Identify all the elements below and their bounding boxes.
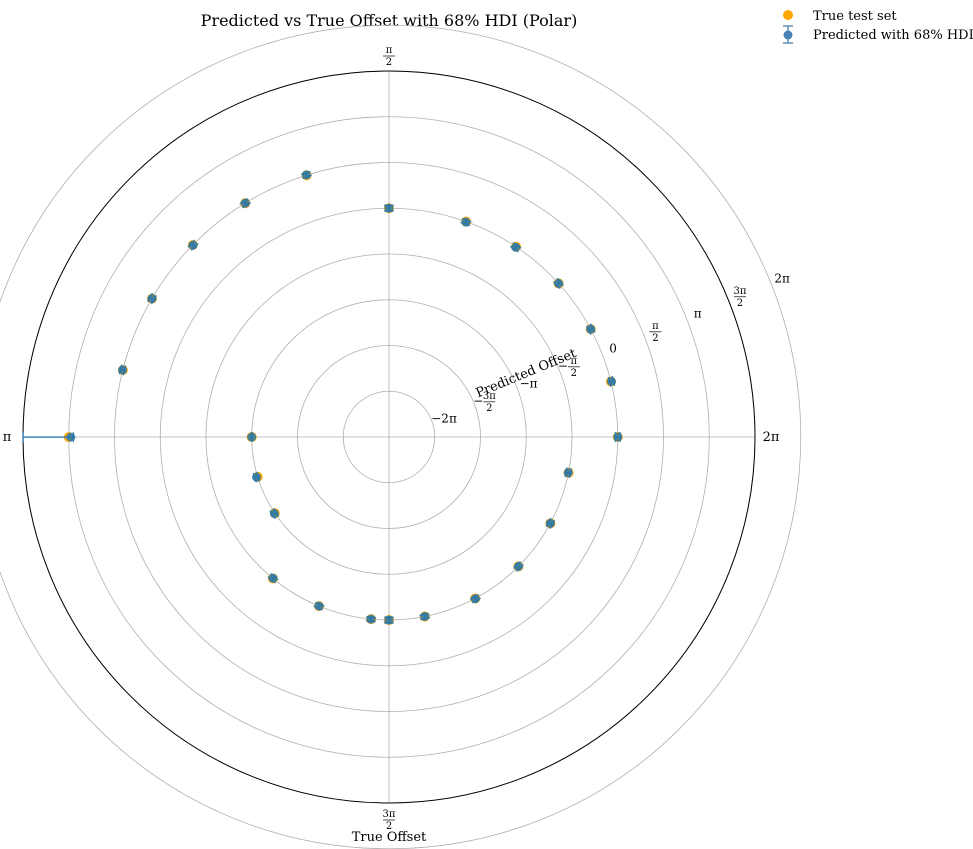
svg-text:2: 2 [486, 403, 492, 414]
predicted-point-14 [251, 471, 261, 483]
predicted-point-17 [313, 601, 325, 611]
svg-text:π: π [652, 321, 659, 332]
svg-text:π: π [386, 45, 393, 56]
r-tick-label-7: 3π2 [733, 286, 746, 309]
predicted-point-18 [365, 614, 377, 624]
svg-text:3π: 3π [733, 286, 746, 297]
predicted-point-22 [513, 560, 524, 572]
svg-text:−π: −π [520, 376, 538, 390]
chart-title: Predicted vs True Offset with 68% HDI (P… [201, 11, 578, 30]
predicted-series [22, 170, 623, 625]
r-tick-label-5: π2 [649, 321, 662, 344]
predicted-point-21 [469, 593, 482, 604]
predicted-point-13 [247, 432, 257, 443]
predicted-point-11 [118, 364, 128, 376]
svg-text:π: π [3, 430, 12, 445]
true-test-set-series [63, 170, 623, 626]
predicted-point-10 [146, 292, 158, 305]
predicted-point-8 [239, 198, 252, 209]
predicted-point-20 [419, 612, 431, 622]
svg-text:−2π: −2π [431, 411, 457, 425]
svg-text:−: − [558, 359, 568, 373]
svg-text:π: π [571, 356, 578, 367]
theta-tick-label-1: π2 [382, 45, 395, 68]
svg-text:0: 0 [609, 341, 617, 355]
r-tick-label-3: − π2 [558, 356, 580, 379]
r-tick-label-4: 0 [609, 341, 617, 355]
predicted-point-9 [187, 239, 199, 251]
legend: True test set Predicted with 68% HDI [783, 9, 973, 44]
svg-text:2: 2 [737, 298, 743, 309]
predicted-point-7 [300, 170, 313, 180]
predicted-point-0 [613, 432, 623, 442]
predicted-point-6 [383, 203, 394, 213]
predicted-point-2 [585, 323, 596, 335]
predicted-point-19 [383, 615, 394, 625]
y-axis-label: Predicted Offset [474, 346, 580, 401]
r-tick-label-6: π [694, 306, 702, 320]
svg-text:2: 2 [571, 368, 577, 379]
svg-text:2: 2 [386, 821, 392, 832]
x-axis-label: True Offset [352, 830, 427, 845]
theta-tick-label-0: 2π [763, 430, 780, 445]
theta-tick-label-2: π [3, 430, 12, 445]
svg-text:2π: 2π [763, 430, 780, 445]
legend-true-marker [783, 10, 793, 20]
svg-text:3π: 3π [383, 809, 396, 820]
svg-text:−: − [473, 394, 483, 408]
svg-text:2: 2 [386, 57, 392, 68]
predicted-point-16 [267, 572, 279, 584]
predicted-point-24 [563, 467, 573, 479]
r-tick-label-8: 2π [774, 271, 790, 285]
svg-text:2π: 2π [774, 271, 790, 285]
predicted-point-23 [545, 517, 556, 530]
svg-text:3π: 3π [483, 391, 496, 402]
predicted-point-3 [552, 277, 565, 290]
legend-true-label: True test set [813, 9, 897, 24]
legend-predicted-marker [783, 25, 793, 44]
r-tick-label-1: −3π2 [473, 391, 496, 414]
theta-tick-label-3: 3π2 [383, 809, 396, 832]
predicted-point-5 [460, 217, 472, 227]
legend-predicted-label: Predicted with 68% HDI [813, 28, 973, 43]
polar-grid [0, 24, 802, 849]
predicted-point-1 [606, 375, 616, 387]
svg-text:π: π [694, 306, 702, 320]
r-tick-label-2: −π [520, 376, 538, 390]
predicted-point-15 [269, 507, 280, 520]
r-tick-label-0: −2π [431, 411, 457, 425]
predicted-point-4 [509, 241, 522, 253]
svg-text:2: 2 [652, 333, 658, 344]
predicted-point-12 [22, 432, 76, 443]
